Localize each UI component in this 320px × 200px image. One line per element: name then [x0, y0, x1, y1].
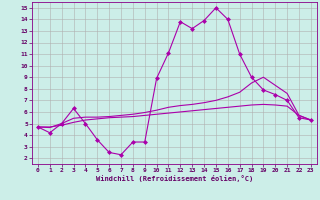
X-axis label: Windchill (Refroidissement éolien,°C): Windchill (Refroidissement éolien,°C) — [96, 175, 253, 182]
